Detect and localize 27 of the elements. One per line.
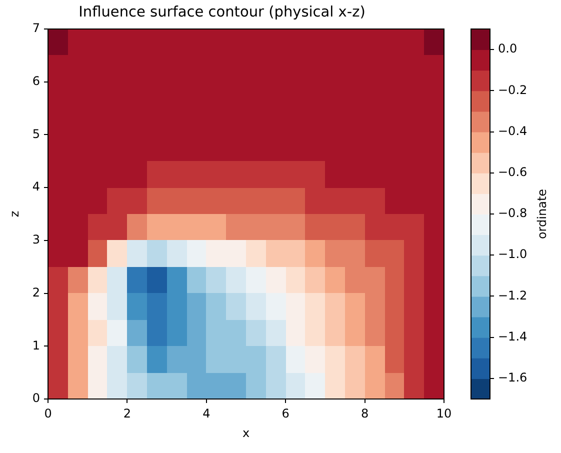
y-tick-label: 0	[32, 391, 40, 406]
color-bar-label: −0.6	[498, 165, 528, 180]
x-tick-label: 8	[360, 406, 369, 420]
y-tick-label: 7	[32, 21, 40, 36]
x-axis-title: x	[242, 426, 250, 440]
y-tick-label: 2	[32, 285, 40, 300]
y-tick-label: 6	[32, 74, 40, 88]
color-bar-label: −0.8	[498, 206, 528, 220]
x-tick-label: 2	[123, 406, 132, 420]
x-tick-label: 10	[436, 406, 452, 420]
y-tick-label: 4	[32, 180, 40, 194]
y-tick-label: 1	[32, 338, 40, 352]
chart-title: Influence surface contour (physical x-z)	[78, 4, 366, 20]
color-bar-label: −1.0	[498, 247, 528, 262]
x-tick-label: 0	[44, 406, 52, 420]
x-tick-label: 6	[282, 406, 290, 420]
color-bar-label: −1.2	[498, 288, 528, 302]
y-tick-label: 5	[32, 126, 40, 141]
y-axis-title: z	[7, 210, 22, 218]
color-bar-label: −0.2	[498, 82, 528, 97]
y-tick-label: 3	[32, 232, 40, 247]
x-tick-label: 4	[202, 406, 210, 420]
color-bar-label: −1.6	[498, 370, 528, 385]
color-bar-label: −1.4	[498, 329, 528, 344]
color-bar-label: 0.0	[498, 42, 518, 56]
color-bar-title: ordinate	[535, 188, 550, 240]
color-bar-label: −0.4	[498, 124, 528, 138]
